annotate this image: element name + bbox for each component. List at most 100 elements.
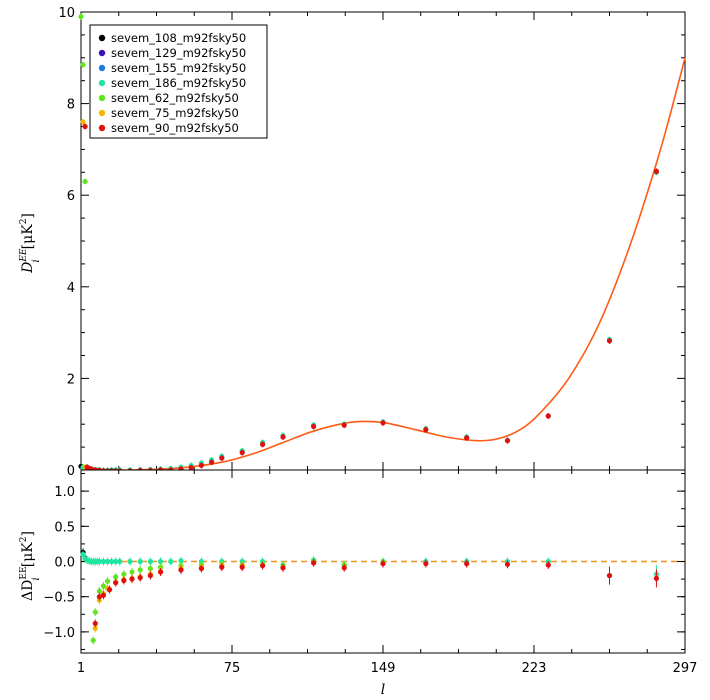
bottom-data-point [157, 558, 164, 565]
top-data-point [82, 123, 88, 130]
legend-marker [98, 34, 106, 42]
bottom-y-tick-label: 1.0 [54, 485, 75, 500]
bottom-axis-ticks: −1.0 −0.5 0.0 0.5 1.0 1 75 149 223 297 [43, 470, 697, 676]
bottom-data-points [80, 548, 660, 645]
bottom-data-point [545, 562, 551, 568]
bottom-y-tick-label: 0.0 [54, 556, 75, 571]
top-data-point [545, 413, 551, 419]
bottom-data-point [113, 580, 119, 586]
top-data-point [260, 441, 266, 447]
bottom-data-point [606, 572, 613, 579]
bottom-data-point [380, 561, 386, 567]
bottom-data-point [104, 578, 111, 584]
top-data-point [208, 459, 215, 465]
legend-entry-label: sevem_155_m92fsky50 [111, 61, 246, 75]
bottom-y-tick-label: 0.5 [54, 520, 75, 535]
top-data-point [80, 62, 86, 68]
top-data-point [219, 455, 225, 461]
bottom-data-point [117, 558, 123, 565]
legend-entry-label: sevem_186_m92fsky50 [111, 76, 246, 90]
top-y-tick-label: 0 [67, 464, 75, 479]
legend-entry-label: sevem_90_m92fsky50 [111, 121, 239, 135]
bottom-data-point [239, 564, 245, 570]
top-panel: 0 2 4 6 8 10 DEE i[μK2] sevem_108_m92fsky50sev… [19, 6, 686, 479]
bottom-data-point [157, 569, 164, 575]
bottom-data-point [147, 558, 153, 565]
x-tick-label: 297 [673, 661, 698, 676]
top-data-point [80, 119, 86, 125]
top-data-point [341, 422, 347, 428]
model-curve-line [81, 57, 686, 471]
legend-entry-label: sevem_129_m92fsky50 [111, 46, 246, 60]
bottom-data-point [147, 565, 153, 572]
bottom-data-point [127, 558, 133, 565]
top-data-point [653, 168, 660, 174]
top-data-point [82, 178, 88, 185]
bottom-data-point [137, 558, 143, 565]
bottom-data-point [92, 620, 98, 627]
x-axis-label: l [381, 682, 385, 698]
top-data-point [606, 338, 613, 344]
top-data-point [464, 435, 470, 441]
top-data-point [239, 449, 245, 456]
top-data-point [504, 438, 511, 444]
bottom-data-point [100, 583, 107, 589]
bottom-y-tick-label: −0.5 [43, 591, 75, 606]
bottom-data-point [129, 576, 135, 582]
top-y-tick-label: 4 [67, 281, 75, 296]
top-y-tick-label: 6 [67, 189, 75, 204]
x-tick-label: 223 [522, 661, 547, 676]
bottom-data-point [219, 564, 225, 570]
bottom-data-point [100, 592, 107, 598]
legend-entry-label: sevem_75_m92fsky50 [111, 106, 239, 120]
bottom-data-point [104, 558, 111, 565]
bottom-data-point [121, 571, 127, 577]
bottom-data-point [464, 561, 470, 567]
bottom-data-point [92, 609, 98, 615]
bottom-data-point [178, 558, 184, 564]
top-y-tick-label: 2 [67, 372, 75, 387]
bottom-data-point [137, 575, 143, 581]
bottom-data-point [198, 565, 204, 572]
bottom-panel: −1.0 −0.5 0.0 0.5 1.0 1 75 149 223 297 ΔDEE i[μK2]… [19, 469, 697, 698]
bottom-data-point [92, 625, 98, 631]
legend-marker [98, 124, 106, 132]
legend-marker [98, 64, 106, 72]
bottom-data-point [121, 577, 127, 584]
bottom-data-point [157, 564, 164, 570]
legend-entry-label: sevem_62_m92fsky50 [111, 91, 239, 105]
bottom-data-point [109, 558, 115, 565]
bottom-data-point [113, 574, 119, 580]
legend-marker [98, 109, 106, 117]
top-data-point [380, 420, 386, 426]
top-data-point [311, 423, 317, 430]
bottom-data-point [423, 561, 429, 567]
legend: sevem_108_m92fsky50sevem_129_m92fsky50se… [89, 24, 268, 139]
bottom-data-point [129, 569, 135, 575]
bottom-data-point [96, 558, 102, 565]
bottom-data-point [137, 567, 143, 573]
bottom-data-point [168, 558, 174, 565]
bottom-data-point [504, 561, 511, 567]
top-y-tick-label: 10 [58, 6, 75, 21]
legend-marker [98, 49, 106, 57]
top-data-point [78, 13, 84, 20]
bottom-data-point [653, 575, 660, 581]
legend-box [89, 24, 268, 139]
bottom-data-point [80, 551, 86, 558]
bottom-data-point [260, 563, 266, 569]
x-tick-label: 1 [77, 661, 85, 676]
legend-entry-label: sevem_108_m92fsky50 [111, 31, 246, 45]
bottom-data-point [147, 572, 153, 579]
top-data-point [198, 462, 204, 469]
bottom-y-axis-label: ΔDEE i[μK2] [19, 531, 42, 601]
top-y-tick-label: 8 [67, 98, 75, 113]
bottom-data-point [100, 558, 107, 565]
bottom-data-point [280, 565, 286, 571]
legend-marker [98, 94, 106, 102]
bottom-data-point [90, 637, 96, 643]
x-tick-label: 75 [224, 661, 241, 676]
bottom-data-point [106, 587, 113, 593]
top-data-point [280, 434, 286, 440]
